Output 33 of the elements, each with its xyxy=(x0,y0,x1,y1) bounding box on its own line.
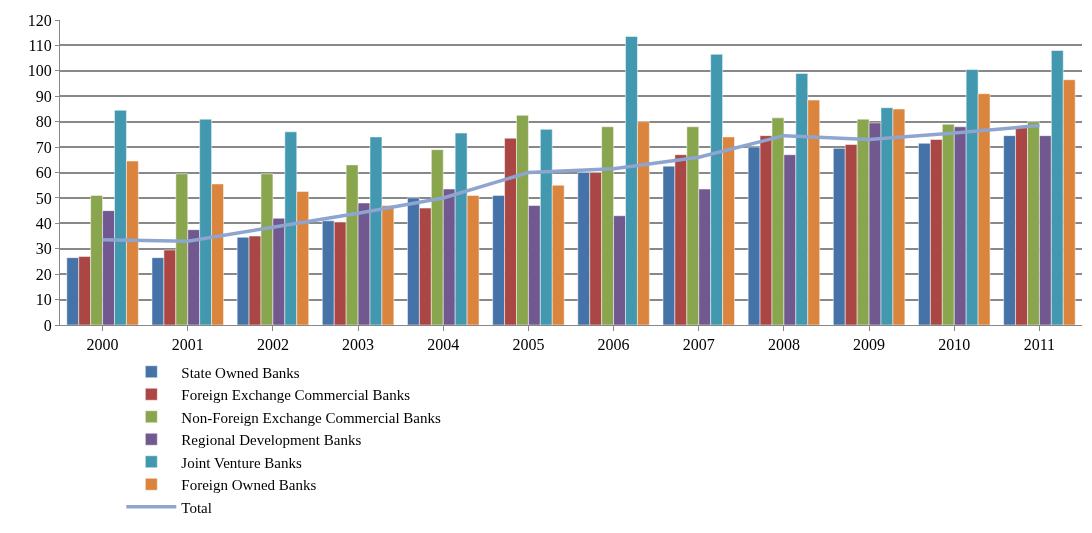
y-tick-label: 20 xyxy=(35,265,52,283)
x-tick-label: 2001 xyxy=(171,336,204,354)
x-tick-label: 2006 xyxy=(597,336,630,354)
legend-label: State Owned Banks xyxy=(181,364,300,381)
y-tick-label: 10 xyxy=(35,291,52,309)
y-tick-label: 30 xyxy=(35,240,52,258)
y-tick-label: 80 xyxy=(35,113,52,131)
x-tick-label: 2007 xyxy=(682,336,715,354)
x-tick-label: 2009 xyxy=(853,336,886,354)
x-tick-label: 2003 xyxy=(342,336,375,354)
legend-label: Total xyxy=(181,499,212,516)
y-tick-label: 90 xyxy=(35,87,52,105)
y-tick-label: 110 xyxy=(28,37,52,55)
y-tick-label: 40 xyxy=(35,214,52,232)
x-tick-label: 2010 xyxy=(938,336,971,354)
y-tick-label: 50 xyxy=(35,189,52,207)
legend-label: Foreign Exchange Commercial Banks xyxy=(181,387,411,404)
legend-label: Joint Venture Banks xyxy=(181,454,303,471)
y-tick-label: 60 xyxy=(35,164,52,182)
legend-label: Foreign Owned Banks xyxy=(181,477,317,494)
y-tick-label: 120 xyxy=(27,11,52,29)
y-tick-label: 70 xyxy=(35,138,52,156)
y-tick-label: 100 xyxy=(27,62,52,80)
line-series xyxy=(100,123,1042,243)
x-tick-label: 2000 xyxy=(86,336,119,354)
x-tick-label: 2008 xyxy=(767,336,800,354)
x-tick-label: 2004 xyxy=(427,336,460,354)
legend-label: Non-Foreign Exchange Commercial Banks xyxy=(181,409,441,426)
legend-label: Regional Development Banks xyxy=(181,432,362,449)
x-tick-label: 2002 xyxy=(256,336,289,354)
x-tick-label: 2011 xyxy=(1023,336,1056,354)
x-tick-label: 2005 xyxy=(512,336,545,354)
y-tick-label: 0 xyxy=(43,316,52,334)
